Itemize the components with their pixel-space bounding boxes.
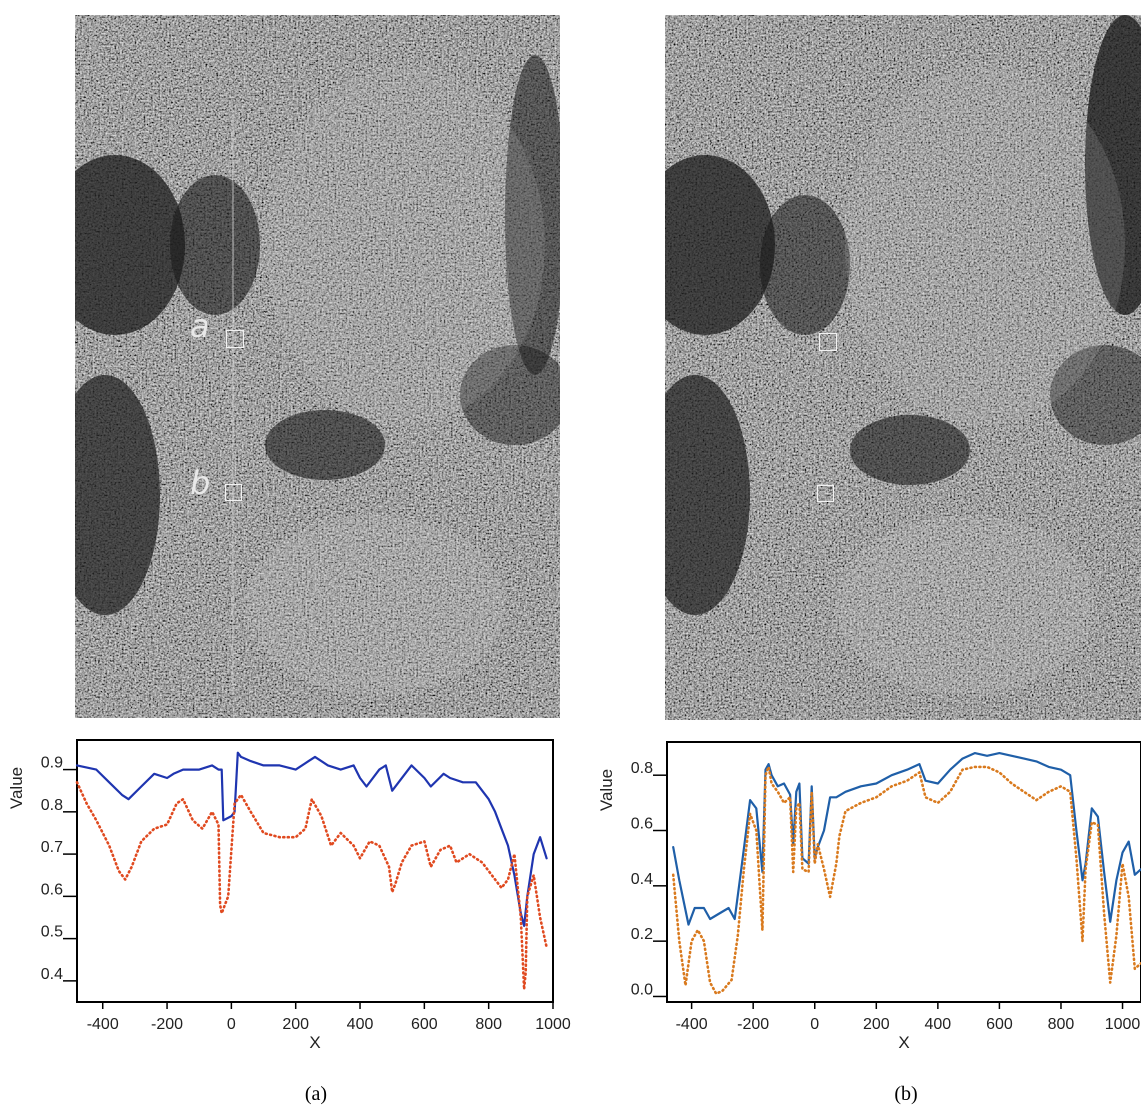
x-tick-label: -400 bbox=[87, 1016, 119, 1033]
x-tick-label: 0 bbox=[810, 1016, 819, 1033]
sar-image-a-canvas bbox=[75, 15, 560, 718]
y-tick-label: 0.8 bbox=[631, 760, 653, 777]
profile-chart-b: -400 -200 0 200 400 600 800 1000 0.0 0.2 0.4 0.6 0.8… bbox=[590, 725, 1141, 1052]
y-tick-label: 0.6 bbox=[631, 816, 653, 833]
x-tick-label: 200 bbox=[282, 1016, 309, 1033]
series-line-dotted bbox=[75, 780, 548, 991]
y-tick-label: 0.8 bbox=[41, 797, 63, 814]
series-line-solid bbox=[672, 752, 1141, 926]
sar-image-b bbox=[665, 15, 1141, 720]
x-tick-label: 600 bbox=[411, 1016, 438, 1033]
y-tick-label: 0.7 bbox=[41, 839, 63, 856]
x-tick-label: 400 bbox=[347, 1016, 374, 1033]
sar-image-a bbox=[75, 15, 560, 718]
caption-b: (b) bbox=[894, 1083, 918, 1105]
y-tick-label: 0.0 bbox=[631, 981, 653, 998]
x-tick-label: -200 bbox=[151, 1016, 183, 1033]
sar-image-b-canvas bbox=[665, 15, 1141, 720]
caption-a: (a) bbox=[304, 1083, 328, 1105]
y-tick-label: 0.5 bbox=[41, 924, 63, 941]
marker-a-box-b bbox=[819, 333, 837, 351]
y-tick-label: 0.6 bbox=[41, 881, 63, 898]
x-tick-label: 1000 bbox=[1105, 1016, 1141, 1033]
profile-chart-a-svg: -400 -200 0 200 400 600 800 1000 0.4 0.5 0.6 0.7 0.8… bbox=[7, 739, 571, 1052]
x-tick-label: -200 bbox=[737, 1016, 769, 1033]
x-axis-label: X bbox=[898, 1033, 909, 1052]
x-tick-label: 800 bbox=[475, 1016, 502, 1033]
marker-a-box bbox=[226, 330, 244, 348]
y-tick-label: 0.4 bbox=[631, 871, 653, 888]
marker-a-label: a bbox=[190, 307, 210, 345]
plot-frame bbox=[666, 741, 1141, 1003]
profile-chart-a: -400 -200 0 200 400 600 800 1000 0.4 0.5 0.6 0.7 0.8… bbox=[0, 725, 571, 1052]
marker-b-box bbox=[225, 484, 242, 501]
plot-frame bbox=[76, 739, 554, 1003]
x-tick-label: 600 bbox=[986, 1016, 1013, 1033]
profile-chart-b-svg: -400 -200 0 200 400 600 800 1000 0.0 0.2 0.4 0.6 0.8… bbox=[597, 741, 1141, 1052]
y-axis-label: Value bbox=[7, 767, 26, 809]
y-axis-label: Value bbox=[597, 769, 616, 811]
x-tick-label: 800 bbox=[1048, 1016, 1075, 1033]
x-tick-label: 1000 bbox=[535, 1016, 571, 1033]
x-tick-label: 0 bbox=[227, 1016, 236, 1033]
y-tick-label: 0.4 bbox=[41, 966, 63, 983]
x-tick-label: -400 bbox=[676, 1016, 708, 1033]
x-tick-label: 200 bbox=[863, 1016, 890, 1033]
marker-b-box-b bbox=[817, 485, 834, 502]
y-tick-label: 0.2 bbox=[631, 926, 653, 943]
x-axis-label: X bbox=[309, 1033, 320, 1052]
series-line-solid bbox=[75, 751, 548, 927]
marker-b-label: b bbox=[190, 464, 211, 502]
x-tick-label: 400 bbox=[925, 1016, 952, 1033]
series-line-dotted bbox=[671, 765, 1141, 996]
y-tick-label: 0.9 bbox=[41, 755, 63, 772]
